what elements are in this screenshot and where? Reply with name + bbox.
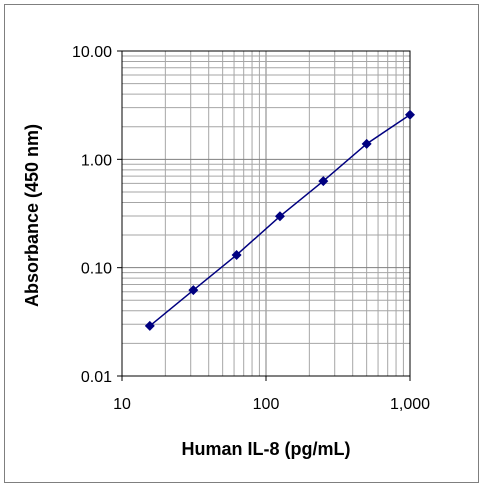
series [144, 109, 415, 331]
x-axis-ticks: 10 100 1,000 [113, 396, 430, 413]
data-point [144, 320, 155, 331]
data-point [231, 249, 242, 260]
x-tick-label: 1,000 [390, 396, 430, 413]
data-point [361, 138, 372, 149]
data-point [405, 109, 415, 120]
y-tick-label: 0.10 [81, 261, 112, 278]
y-tick-label: 0.01 [81, 369, 112, 386]
y-axis-ticks: 10.00 1.00 0.10 0.01 [72, 44, 112, 386]
x-tick-label: 100 [253, 396, 280, 413]
y-tick-label: 1.00 [81, 152, 112, 169]
data-point [188, 285, 199, 296]
x-axis-title: Human IL-8 (pg/mL) [182, 439, 351, 459]
plot-area [121, 50, 411, 377]
x-tick-label: 10 [113, 396, 131, 413]
data-point [318, 176, 329, 187]
grid [117, 50, 411, 381]
y-axis-title: Absorbance (450 nm) [22, 124, 42, 307]
y-tick-label: 10.00 [72, 44, 112, 61]
data-point [274, 211, 285, 222]
